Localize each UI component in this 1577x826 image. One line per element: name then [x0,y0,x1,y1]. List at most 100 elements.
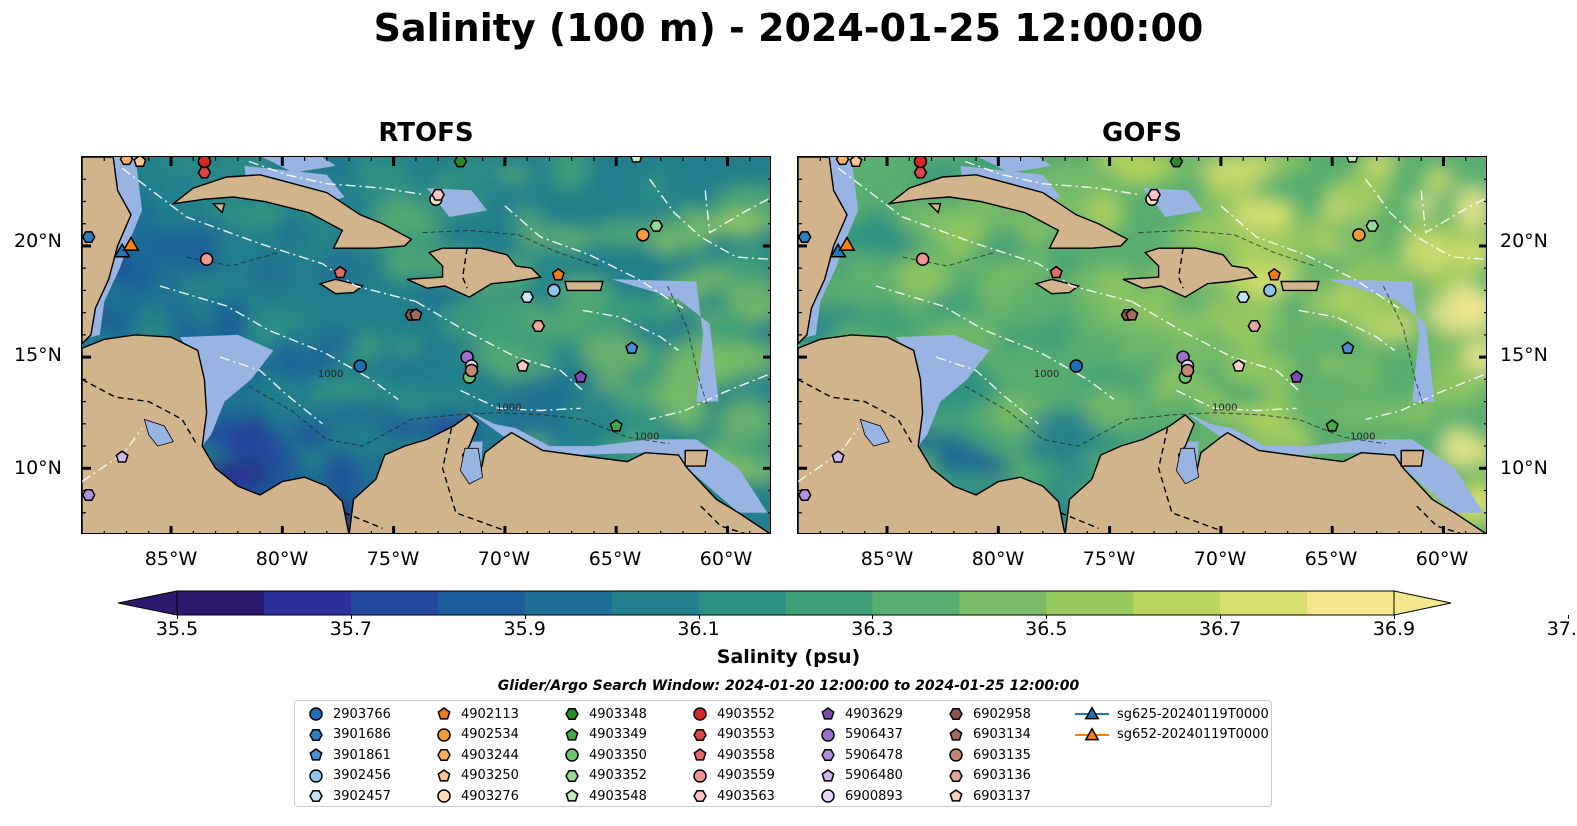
station-marker-3901861[interactable] [625,341,639,354]
legend-marker-icon[interactable] [437,768,451,782]
legend-label: 6900893 [845,788,903,804]
station-marker-5906480[interactable] [115,450,129,463]
legend-marker-icon[interactable] [693,707,707,721]
station-marker-4903563[interactable] [1147,188,1161,201]
legend-marker-icon[interactable] [821,749,835,762]
legend-marker-icon[interactable] [565,769,579,782]
legend-label: 6903136 [973,768,1031,784]
colorbar-tick-label: 36.1 [677,618,720,640]
legend-marker-icon[interactable] [1084,726,1100,740]
station-marker-4903559[interactable] [915,252,930,267]
legend-marker-icon[interactable] [949,727,963,741]
legend-marker-icon[interactable] [309,748,323,761]
legend-marker-icon[interactable] [437,789,451,804]
colorbar-tick [1046,615,1048,619]
legend-item: sg652-20240119T0000 [1075,725,1269,745]
legend-marker-icon[interactable] [693,728,707,741]
legend-marker-icon[interactable] [437,707,451,720]
station-marker-4903559[interactable] [199,252,214,267]
legend-marker-icon[interactable] [821,789,835,804]
station-marker-6903134[interactable] [409,307,423,321]
legend-marker-icon[interactable] [309,769,323,783]
station-marker-4902113[interactable] [1267,267,1281,281]
station-marker-3902456[interactable] [1263,283,1277,298]
legend-marker-icon[interactable] [1084,706,1100,720]
map-gofs[interactable]: 1000 1000 1000 [797,156,1487,534]
station-marker-3902457[interactable] [520,291,535,304]
legend-marker-icon[interactable] [949,769,963,782]
station-marker-3901686[interactable] [798,231,812,243]
station-marker-4902534[interactable] [636,228,650,242]
station-marker-3901686[interactable] [82,231,96,243]
legend-item: 6903137 [947,786,1031,806]
station-marker-4903552[interactable] [197,157,212,169]
station-marker-4903244[interactable] [119,157,134,166]
legend-marker-icon[interactable] [949,789,963,803]
station-marker-4903552[interactable] [913,157,928,169]
station-marker-3902456[interactable] [547,283,561,298]
station-marker-4902113[interactable] [551,267,565,281]
station-marker-4903558[interactable] [1049,265,1063,279]
station-marker-4903629[interactable] [574,370,588,383]
map-rtofs[interactable]: 1000 1000 1000 [81,156,771,534]
legend-label: 3901861 [333,747,391,763]
station-marker-4903349[interactable] [609,419,623,432]
legend-marker-icon[interactable] [309,728,323,741]
legend-marker-icon[interactable] [949,748,963,762]
legend-marker-icon[interactable] [565,727,579,741]
legend-marker-icon[interactable] [693,790,707,803]
legend-marker-icon[interactable] [437,727,451,742]
legend-marker-icon[interactable] [565,748,579,762]
station-marker-4903563[interactable] [431,188,445,201]
legend-marker-icon[interactable] [309,707,323,721]
station-marker-4903629[interactable] [1290,370,1304,383]
isobath-label: 1000 [634,431,659,442]
station-marker-3902457[interactable] [1236,291,1251,304]
legend-item: 4903553 [691,725,775,745]
station-marker-4903553[interactable] [913,166,928,179]
legend-marker-icon[interactable] [693,748,707,761]
station-marker-6903137[interactable] [1232,359,1246,372]
glider-marker-sg652-20240119T0000[interactable] [122,235,140,251]
legend-marker-icon[interactable] [949,708,963,720]
legend-marker-icon[interactable] [565,708,579,720]
legend-marker-icon[interactable] [821,768,835,782]
legend-label: 3902457 [333,788,391,804]
station-marker-4903548[interactable] [630,157,643,163]
station-marker-4902534[interactable] [1352,228,1366,242]
station-marker-4903553[interactable] [197,166,212,179]
station-marker-4903352[interactable] [649,219,664,232]
station-marker-4903244[interactable] [835,157,850,166]
legend-label: 6903134 [973,727,1031,743]
station-marker-4903250[interactable] [133,157,147,168]
station-marker-5906480[interactable] [831,450,845,463]
legend-marker-icon[interactable] [821,727,835,742]
station-marker-4903348[interactable] [453,157,468,168]
legend-label: 4903276 [461,788,519,804]
station-marker-4903250[interactable] [849,157,863,168]
station-marker-6903135[interactable] [464,363,479,378]
station-marker-4903348[interactable] [1169,157,1184,168]
station-marker-6903136[interactable] [531,320,546,332]
legend-marker-icon[interactable] [309,790,323,803]
station-marker-3901861[interactable] [1341,341,1355,354]
station-marker-2903766[interactable] [1069,359,1083,373]
station-marker-2903766[interactable] [353,359,367,373]
station-marker-6903136[interactable] [1247,320,1262,332]
station-marker-6903134[interactable] [1125,307,1139,321]
station-marker-6903137[interactable] [516,359,530,372]
legend-marker-icon[interactable] [437,749,451,762]
legend-marker-icon[interactable] [821,707,835,720]
station-marker-4903349[interactable] [1325,419,1339,432]
legend-marker-icon[interactable] [693,769,707,783]
station-marker-6903135[interactable] [1180,363,1195,378]
station-marker-4903558[interactable] [333,265,347,279]
legend-marker-icon[interactable] [565,789,579,803]
glider-marker-sg652-20240119T0000[interactable] [838,235,856,251]
colorbar-tick-label: 36.7 [1198,618,1242,640]
station-marker-4903352[interactable] [1365,219,1380,232]
station-marker-5906478[interactable] [82,489,96,501]
station-marker-4903548[interactable] [1346,157,1359,163]
station-marker-5906478[interactable] [798,489,812,501]
colorbar-tick [350,615,352,619]
